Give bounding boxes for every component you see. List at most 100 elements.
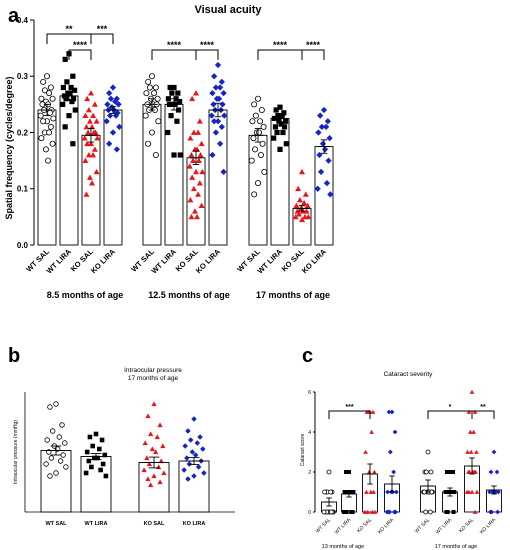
chart-a-point	[274, 129, 280, 136]
chart-b-point	[148, 482, 154, 488]
chart-b-point	[148, 431, 154, 437]
chart-a-point	[303, 208, 310, 214]
chart-c-point	[328, 489, 334, 495]
chart-a-point	[275, 113, 281, 119]
chart-a-point	[70, 96, 77, 102]
chart-a-point	[218, 78, 225, 85]
chart-a-point	[37, 112, 44, 119]
chart-a-y-tick-label: 0.2	[17, 128, 29, 137]
chart-a-point	[281, 124, 288, 130]
chart-a-group-label-1: 8.5 months of age	[47, 290, 124, 300]
chart-a-point	[84, 95, 91, 102]
panel-label-b: b	[8, 345, 20, 367]
chart-c-point	[468, 429, 473, 434]
chart-a-point	[62, 124, 68, 130]
panel-label-a: a	[8, 5, 20, 27]
chart-a-point	[167, 84, 173, 91]
chart-b-point	[99, 437, 105, 443]
chart-a-point	[187, 135, 194, 141]
chart-b-point	[154, 434, 160, 440]
chart-b-point	[200, 446, 206, 452]
chart-a-point	[90, 112, 97, 119]
chart-a-point	[193, 90, 199, 96]
chart-c-point	[472, 469, 477, 474]
chart-b-category-label: KO LIRA	[183, 521, 206, 527]
chart-c-point	[362, 509, 368, 514]
chart-a-y-tick-label: 0.0	[17, 241, 29, 250]
chart-b-point	[87, 434, 93, 440]
chart-c-point	[494, 469, 500, 475]
chart-c-y-tick-label: 0	[308, 510, 311, 516]
chart-a-point	[116, 123, 123, 130]
chart-a-bar	[208, 109, 228, 246]
chart-a-point	[216, 140, 224, 147]
chart-b-point	[60, 452, 66, 458]
chart-c-point	[427, 509, 433, 515]
chart-c-category-label: KO LIRA	[377, 517, 396, 536]
chart-a-point	[143, 90, 150, 97]
chart-c-point	[321, 509, 327, 515]
chart-a-point	[90, 129, 97, 135]
chart-a-point	[63, 96, 69, 102]
chart-b-point	[161, 470, 167, 476]
chart-b-point	[185, 428, 191, 434]
chart-c-point	[466, 409, 472, 414]
chart-c-point	[491, 449, 497, 455]
chart-a-point	[252, 112, 259, 119]
chart-a-point	[305, 213, 312, 220]
chart-a-point	[72, 87, 78, 93]
chart-a-point	[104, 101, 111, 108]
chart-c-point	[468, 449, 474, 454]
chart-a-point	[169, 90, 175, 96]
chart-a-category-label: KO LIRA	[300, 247, 329, 276]
chart-a-point	[277, 146, 283, 152]
chart-b-point	[181, 467, 187, 473]
chart-a-point	[41, 87, 48, 94]
chart-a-point	[324, 118, 331, 125]
chart-a-point	[315, 129, 322, 136]
chart-a-point	[215, 95, 223, 102]
chart-b-point	[144, 455, 150, 461]
chart-b-point	[145, 413, 151, 419]
chart-c-point	[495, 509, 500, 515]
chart-c-category-label: WT LIRA	[435, 517, 454, 536]
chart-c-point	[342, 510, 347, 514]
chart-c-point	[389, 409, 395, 415]
chart-a-point	[302, 191, 309, 197]
chart-c-point	[469, 489, 475, 494]
chart-b-point	[48, 455, 55, 461]
chart-c-point	[492, 489, 498, 495]
chart-a-point	[259, 140, 266, 147]
chart-a-point	[168, 113, 174, 119]
chart-c-category-label: WT SAL	[414, 517, 431, 534]
chart-a-point	[209, 151, 216, 159]
chart-b-point	[192, 452, 199, 458]
chart-a-point	[40, 78, 47, 85]
chart-c-point	[370, 409, 376, 414]
chart-a-point	[277, 104, 283, 110]
chart-a-point	[304, 202, 311, 209]
chart-c-point	[423, 469, 429, 475]
chart-b-point	[53, 470, 59, 476]
chart-b-point	[63, 464, 69, 470]
chart-a-point	[254, 95, 261, 102]
chart-b-point	[103, 473, 109, 479]
chart-a-point	[318, 123, 326, 130]
chart-a-group-label-3: 17 months of age	[256, 290, 330, 300]
chart-a-point	[60, 84, 66, 91]
chart-a-bar	[59, 95, 79, 246]
chart-a-point	[93, 168, 100, 175]
chart-b-point	[182, 443, 188, 449]
chart-a-point	[211, 118, 218, 125]
chart-c-point	[386, 409, 392, 415]
chart-a-point	[272, 124, 279, 130]
chart-c-point	[343, 470, 348, 474]
chart-a-point	[165, 96, 171, 102]
chart-c-point	[391, 509, 397, 515]
chart-a-significance-label: ****	[167, 40, 182, 50]
chart-a-significance-bracket	[195, 49, 219, 60]
chart-b-point	[157, 479, 163, 485]
chart-c-point	[328, 509, 334, 515]
chart-a-point	[249, 118, 256, 125]
